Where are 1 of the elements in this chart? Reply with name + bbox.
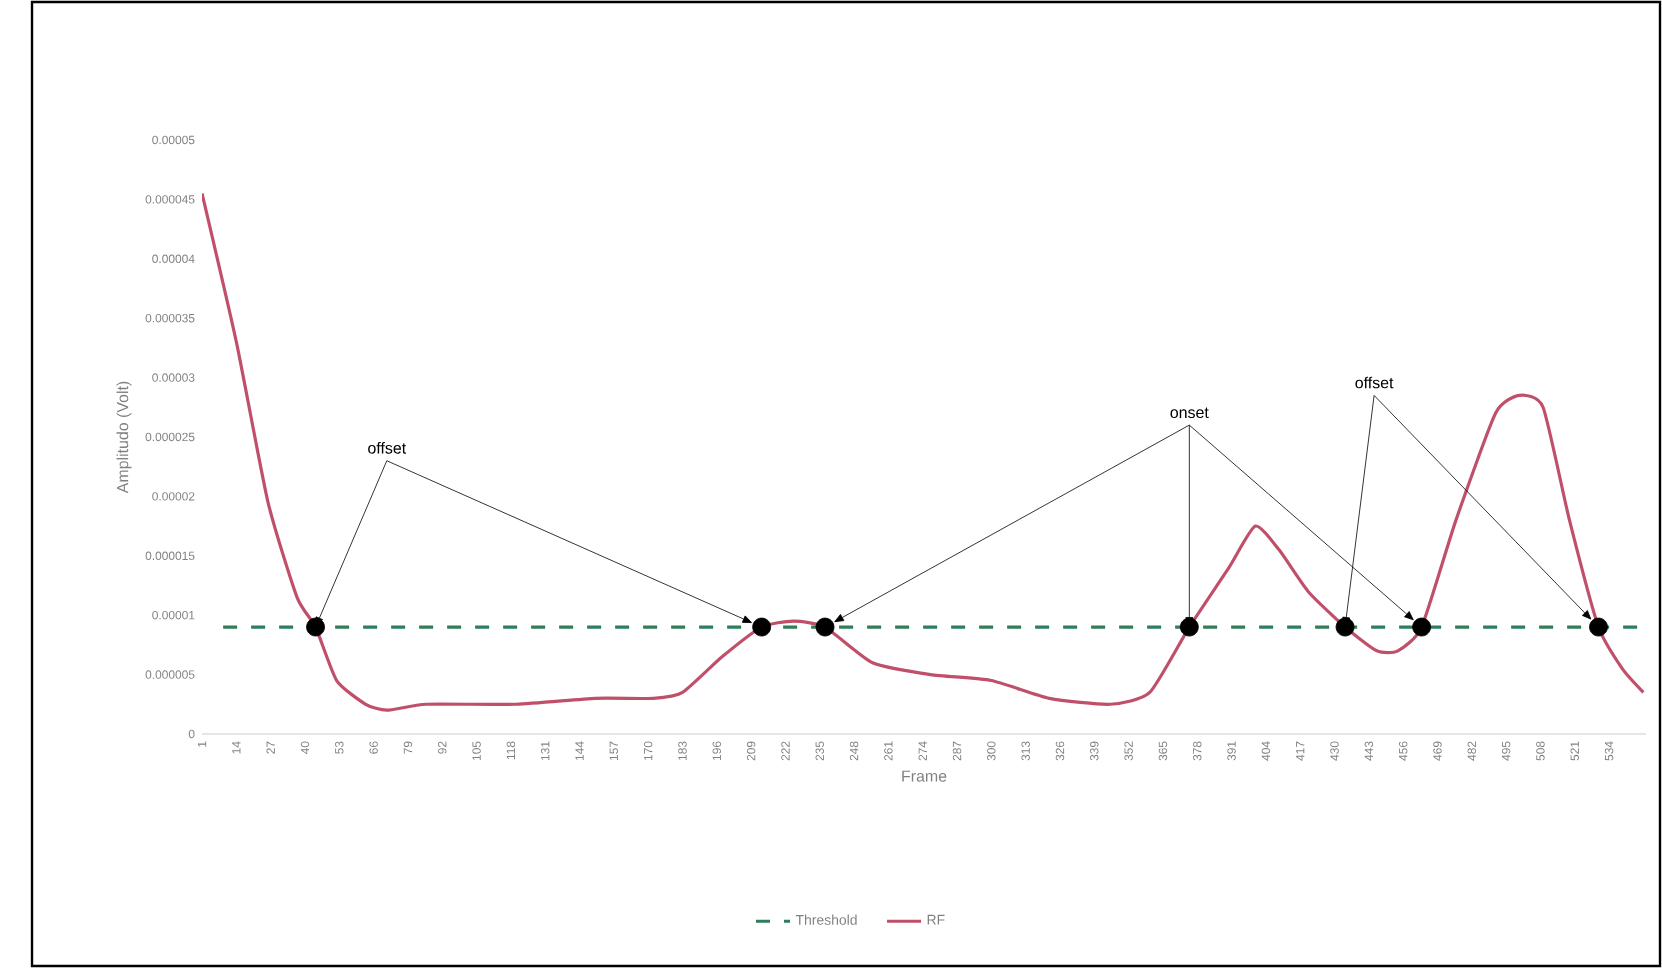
line-series: [202, 191, 1645, 712]
